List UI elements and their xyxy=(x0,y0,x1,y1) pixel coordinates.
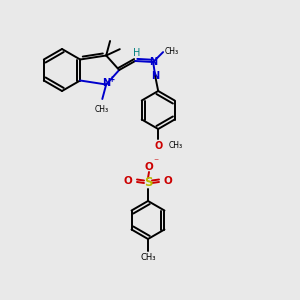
Text: O: O xyxy=(164,176,172,186)
Text: S: S xyxy=(144,176,152,190)
Text: O: O xyxy=(154,141,162,151)
Text: O: O xyxy=(145,162,153,172)
Text: H: H xyxy=(134,48,141,58)
Text: CH₃: CH₃ xyxy=(94,105,108,114)
Text: CH₃: CH₃ xyxy=(168,142,182,151)
Text: ⁻: ⁻ xyxy=(153,157,159,167)
Text: O: O xyxy=(124,176,132,186)
Text: CH₃: CH₃ xyxy=(165,46,179,56)
Text: N: N xyxy=(102,79,110,88)
Text: N: N xyxy=(149,57,157,67)
Text: CH₃: CH₃ xyxy=(140,253,156,262)
Text: +: + xyxy=(108,75,114,84)
Text: N: N xyxy=(151,71,159,81)
